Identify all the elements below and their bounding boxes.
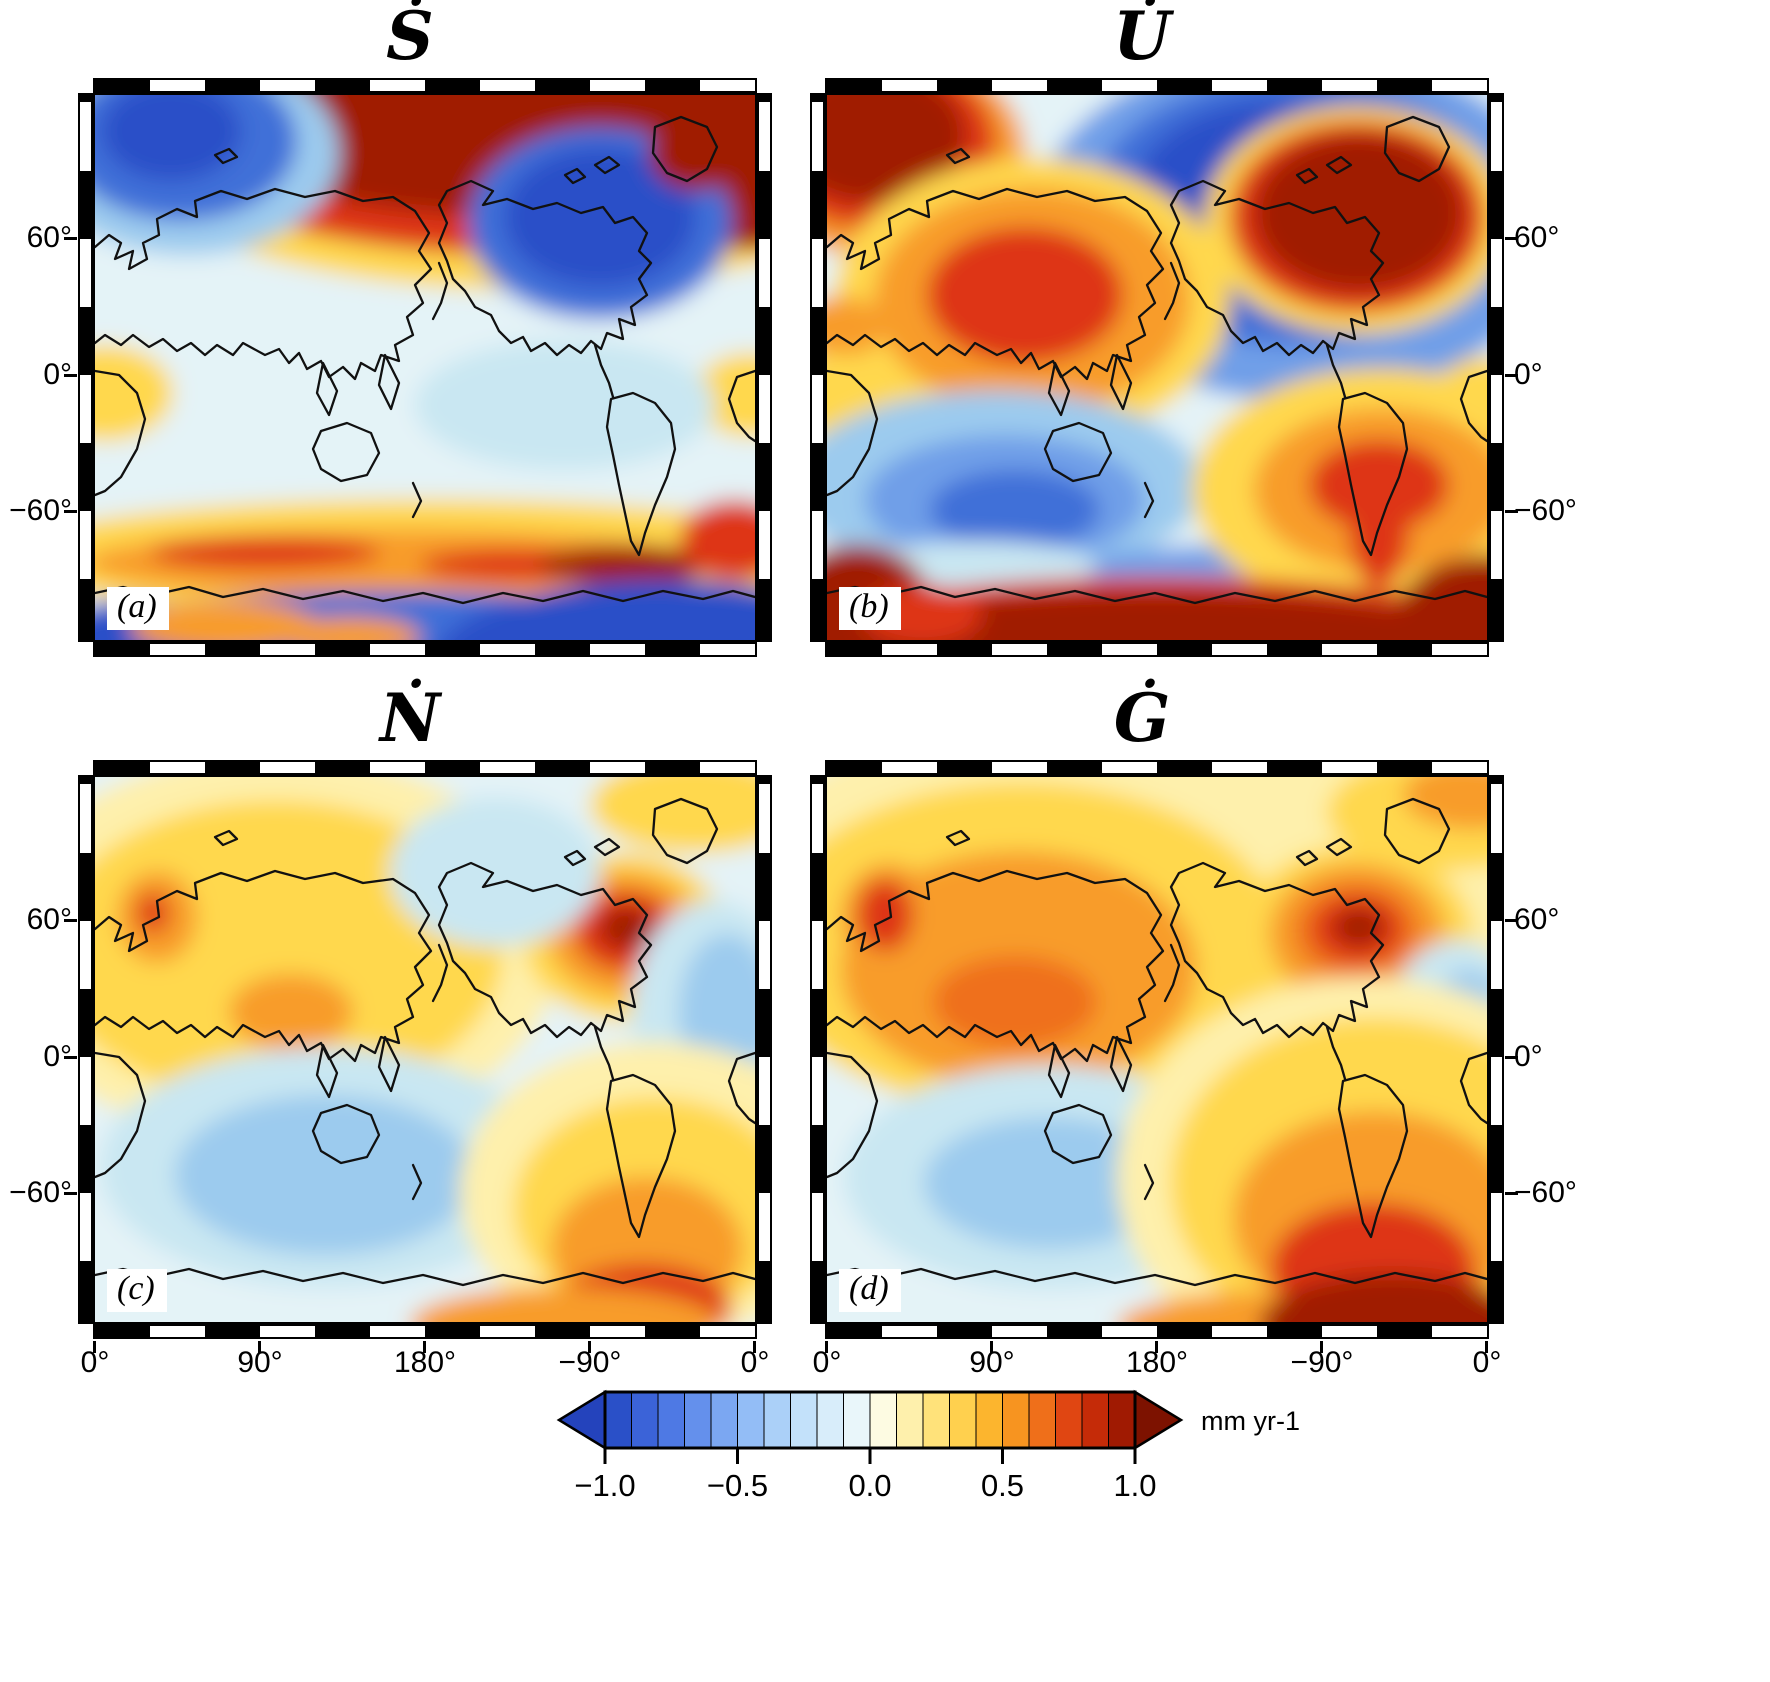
corner-label-b: (b) <box>839 587 901 630</box>
x-tick-label: 90° <box>237 1346 283 1379</box>
y-tick-mark <box>64 919 77 922</box>
y-tick-label: 0° <box>1514 358 1543 391</box>
y-tick-label: −60° <box>9 494 72 527</box>
corner-label-c: (c) <box>107 1269 167 1312</box>
y-tick-label: 0° <box>43 358 72 391</box>
panel-a: (a) <box>64 78 772 657</box>
corner-label-d: (d) <box>839 1269 901 1312</box>
frame-checker-left <box>810 775 825 1324</box>
field-b <box>827 95 1487 640</box>
frame-checker-bottom <box>93 642 757 657</box>
map-frame-a: (a) <box>93 93 757 642</box>
y-tick-mark <box>64 1056 77 1059</box>
colorbar-right-arrow-icon <box>1133 1389 1184 1451</box>
x-tick-mark <box>93 1341 96 1353</box>
x-tick-label: −90° <box>1290 1346 1354 1379</box>
x-tick-label: −90° <box>558 1346 622 1379</box>
y-tick-label: −60° <box>1514 1176 1577 1209</box>
colorbar-tick-label: 0.5 <box>981 1468 1024 1503</box>
x-tick-label: 90° <box>969 1346 1015 1379</box>
y-tick-mark <box>1505 1056 1518 1059</box>
field-c <box>95 777 755 1322</box>
panel-d: (d) <box>810 760 1518 1353</box>
x-tick-mark <box>825 1341 828 1353</box>
frame-checker-left <box>78 93 93 642</box>
frame-checker-right <box>1489 775 1504 1324</box>
y-tick-label: 60° <box>1514 221 1560 254</box>
y-tick-mark <box>1505 1192 1518 1195</box>
y-tick-label: 60° <box>26 221 72 254</box>
map-d <box>827 777 1487 1322</box>
panel-c: (c) <box>64 760 772 1353</box>
frame-checker-top <box>93 78 757 93</box>
corner-label-a: (a) <box>107 587 169 630</box>
y-tick-mark <box>64 510 77 513</box>
frame-checker-right <box>757 775 772 1324</box>
frame-checker-top <box>825 760 1489 775</box>
y-tick-label: 0° <box>43 1040 72 1073</box>
map-frame-c: (c) <box>93 775 757 1324</box>
map-frame-d: (d) <box>825 775 1489 1324</box>
field-a <box>95 95 755 640</box>
x-tick-label: 0° <box>1472 1346 1502 1379</box>
frame-checker-left <box>78 775 93 1324</box>
y-tick-mark <box>64 237 77 240</box>
x-tick-mark <box>423 1341 426 1353</box>
y-tick-mark <box>1505 510 1518 513</box>
frame-checker-top <box>93 760 757 775</box>
colorbar: −1.0 −0.5 0.0 0.5 1.0 mm yr-1 <box>545 1386 1345 1521</box>
frame-checker-left <box>810 93 825 642</box>
colorbar-tick-label: −0.5 <box>707 1468 768 1503</box>
y-tick-label: 0° <box>1514 1040 1543 1073</box>
frame-checker-top <box>825 78 1489 93</box>
x-tick-mark <box>990 1341 993 1353</box>
map-b <box>827 95 1487 640</box>
colorbar-unit-label: mm yr-1 <box>1201 1406 1300 1436</box>
colorbar-svg: −1.0 −0.5 0.0 0.5 1.0 mm yr-1 <box>556 1389 1300 1503</box>
x-tick-mark <box>753 1341 756 1353</box>
field-d <box>827 777 1487 1322</box>
y-tick-mark <box>1505 374 1518 377</box>
colorbar-tick-label: −1.0 <box>574 1468 635 1503</box>
colorbar-segments <box>605 1392 1136 1448</box>
x-tick-mark <box>1485 1341 1488 1353</box>
frame-checker-bottom <box>825 1324 1489 1339</box>
y-tick-mark <box>1505 919 1518 922</box>
y-tick-mark <box>1505 237 1518 240</box>
panel-title-a: Ṡ <box>386 0 434 75</box>
x-tick-label: 0° <box>740 1346 770 1379</box>
y-tick-label: 60° <box>1514 903 1560 936</box>
panel-title-d: Ġ <box>1113 679 1171 757</box>
colorbar-left-arrow-icon <box>556 1389 607 1451</box>
colorbar-tick-label: 1.0 <box>1113 1468 1156 1503</box>
map-frame-b: (b) <box>825 93 1489 642</box>
map-a <box>95 95 755 640</box>
x-tick-label: 180° <box>1125 1346 1189 1379</box>
y-tick-mark <box>64 374 77 377</box>
x-tick-label: 180° <box>393 1346 457 1379</box>
x-tick-mark <box>588 1341 591 1353</box>
frame-checker-right <box>1489 93 1504 642</box>
map-c <box>95 777 755 1322</box>
y-tick-mark <box>64 1192 77 1195</box>
panel-title-c: Ṅ <box>379 679 441 757</box>
x-tick-mark <box>1320 1341 1323 1353</box>
y-tick-label: 60° <box>26 903 72 936</box>
panel-b: (b) <box>810 78 1518 657</box>
x-tick-mark <box>258 1341 261 1353</box>
frame-checker-bottom <box>825 642 1489 657</box>
colorbar-tick-label: 0.0 <box>848 1468 891 1503</box>
y-tick-label: −60° <box>9 1176 72 1209</box>
x-tick-label: 0° <box>80 1346 110 1379</box>
frame-checker-bottom <box>93 1324 757 1339</box>
panel-title-b: U̇ <box>1113 0 1171 75</box>
y-tick-label: −60° <box>1514 494 1577 527</box>
frame-checker-right <box>757 93 772 642</box>
x-tick-label: 0° <box>812 1346 842 1379</box>
x-tick-mark <box>1155 1341 1158 1353</box>
